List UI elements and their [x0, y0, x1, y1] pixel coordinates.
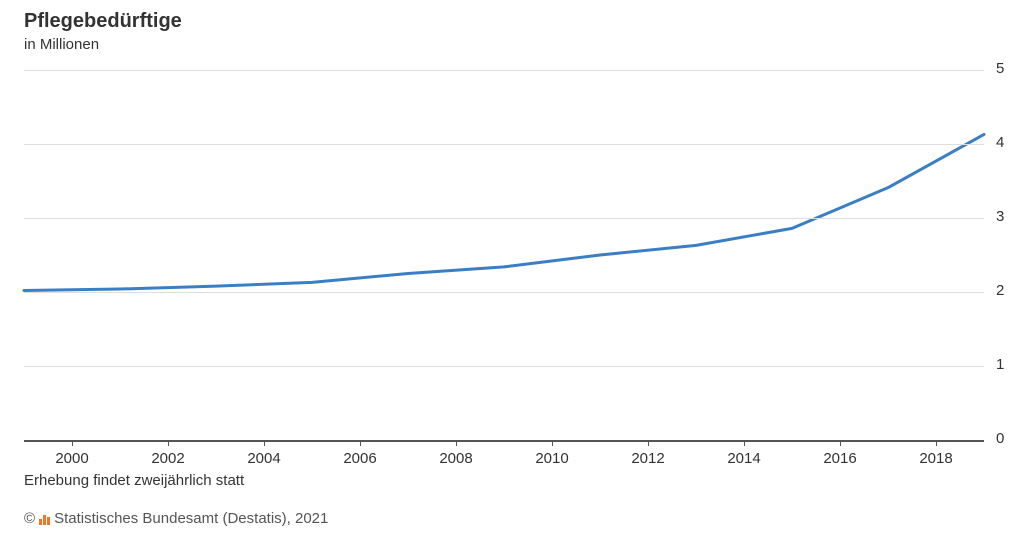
chart-subtitle: in Millionen: [24, 36, 99, 53]
y-tick-label: 5: [996, 60, 1004, 77]
x-tick: [72, 440, 73, 446]
chart-credit: © Statistisches Bundesamt (Destatis), 20…: [24, 510, 328, 527]
y-tick-label: 3: [996, 208, 1004, 225]
x-tick-label: 2012: [631, 450, 664, 467]
gridline: [24, 70, 984, 71]
gridline: [24, 144, 984, 145]
copyright-symbol: ©: [24, 510, 35, 527]
x-tick: [456, 440, 457, 446]
x-tick-label: 2004: [247, 450, 280, 467]
gridline: [24, 292, 984, 293]
x-tick: [936, 440, 937, 446]
x-tick-label: 2006: [343, 450, 376, 467]
y-tick-label: 0: [996, 430, 1004, 447]
x-tick-label: 2010: [535, 450, 568, 467]
x-tick-label: 2008: [439, 450, 472, 467]
series-line: [24, 134, 984, 290]
x-tick-label: 2002: [151, 450, 184, 467]
x-tick: [744, 440, 745, 446]
x-tick-label: 2018: [919, 450, 952, 467]
chart-footnote: Erhebung findet zweijährlich statt: [24, 472, 244, 489]
x-tick-label: 2016: [823, 450, 856, 467]
chart-container: Pflegebedürftige in Millionen 0123452000…: [0, 0, 1024, 542]
y-tick-label: 2: [996, 282, 1004, 299]
x-tick: [360, 440, 361, 446]
x-tick: [840, 440, 841, 446]
x-tick: [552, 440, 553, 446]
gridline: [24, 366, 984, 367]
x-tick: [264, 440, 265, 446]
gridline: [24, 218, 984, 219]
plot-area: 0123452000200220042006200820102012201420…: [24, 70, 984, 440]
x-tick: [168, 440, 169, 446]
y-tick-label: 4: [996, 134, 1004, 151]
y-tick-label: 1: [996, 356, 1004, 373]
credit-text: Statistisches Bundesamt (Destatis), 2021: [54, 510, 328, 527]
x-tick-label: 2000: [55, 450, 88, 467]
bar-chart-icon: [39, 513, 50, 525]
x-tick: [648, 440, 649, 446]
line-chart-svg: [24, 70, 984, 440]
chart-title: Pflegebedürftige: [24, 10, 182, 33]
x-tick-label: 2014: [727, 450, 760, 467]
